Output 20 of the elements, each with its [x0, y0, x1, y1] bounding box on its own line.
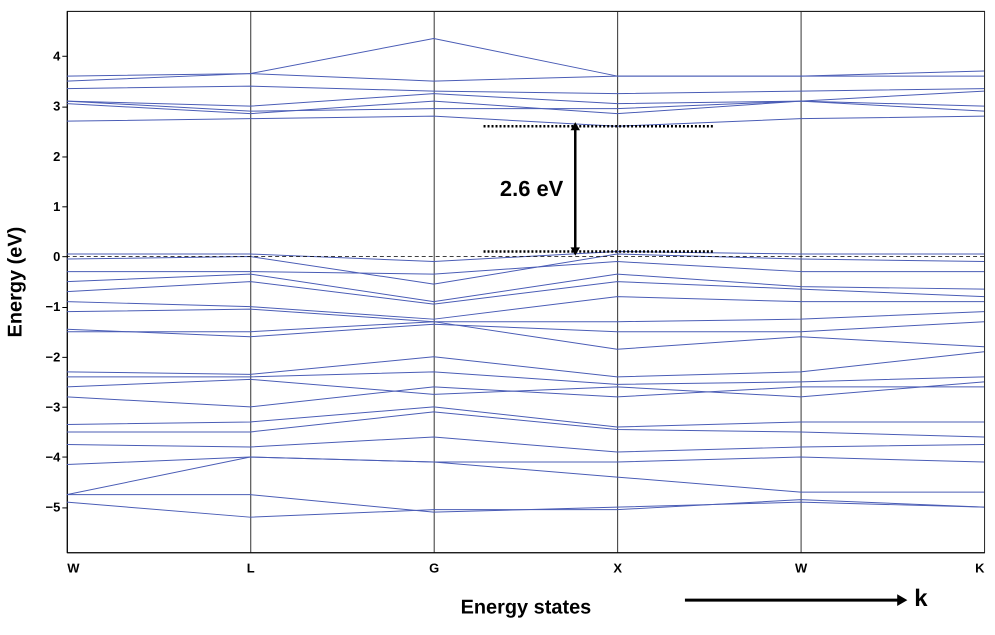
y-tick-label: −5 — [46, 500, 60, 515]
x-tick-label: K — [975, 560, 986, 576]
annotation: 2.6 eV — [500, 176, 564, 201]
y-tick-label: −4 — [46, 450, 62, 465]
y-tick-label: −1 — [46, 299, 60, 314]
y-tick-label: 3 — [53, 98, 60, 114]
y-tick-label: 4 — [53, 48, 62, 64]
y-axis-title: Energy (eV) — [4, 226, 27, 338]
y-tick-label: 2 — [53, 148, 60, 164]
x-tick-label: W — [67, 560, 80, 576]
y-tick-label: 1 — [53, 198, 60, 214]
x-tick-label: G — [429, 560, 440, 576]
x-tick-label: W — [794, 560, 808, 576]
x-tick-label: L — [246, 560, 255, 576]
y-tick-label: 0 — [53, 249, 60, 264]
text: k — [914, 585, 928, 612]
y-tick-label: −2 — [46, 349, 60, 364]
x-tick-label: X — [613, 560, 622, 576]
x-axis-title: Energy states — [460, 596, 592, 619]
y-tick-label: −3 — [46, 399, 60, 414]
